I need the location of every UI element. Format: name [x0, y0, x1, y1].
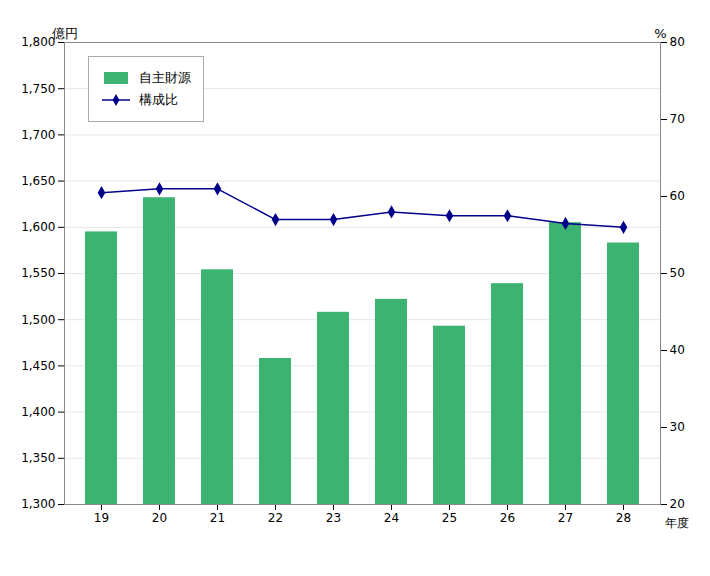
svg-text:1,800: 1,800 — [21, 35, 55, 49]
svg-text:70: 70 — [670, 112, 685, 126]
svg-text:30: 30 — [670, 420, 685, 434]
svg-text:80: 80 — [670, 35, 685, 49]
svg-text:1,750: 1,750 — [21, 82, 55, 96]
svg-text:1,450: 1,450 — [21, 359, 55, 373]
svg-text:40: 40 — [670, 343, 685, 357]
svg-text:28: 28 — [616, 511, 631, 525]
svg-text:1,550: 1,550 — [21, 266, 55, 280]
svg-text:1,650: 1,650 — [21, 174, 55, 188]
svg-text:27: 27 — [558, 511, 573, 525]
svg-text:24: 24 — [384, 511, 399, 525]
svg-text:20: 20 — [670, 497, 685, 511]
svg-text:億円: 億円 — [52, 26, 78, 41]
svg-text:1,400: 1,400 — [21, 405, 55, 419]
svg-text:%: % — [654, 26, 666, 41]
svg-text:1,300: 1,300 — [21, 497, 55, 511]
svg-text:1,600: 1,600 — [21, 220, 55, 234]
svg-text:1,500: 1,500 — [21, 313, 55, 327]
svg-text:60: 60 — [670, 189, 685, 203]
svg-text:20: 20 — [152, 511, 167, 525]
svg-text:25: 25 — [442, 511, 457, 525]
svg-text:1,350: 1,350 — [21, 451, 55, 465]
svg-text:19: 19 — [94, 511, 109, 525]
html-text:構成比: 構成比 — [138, 91, 178, 107]
svg-text:1,700: 1,700 — [21, 128, 55, 142]
svg-text:26: 26 — [500, 511, 515, 525]
html-text:自主財源: 自主財源 — [138, 69, 191, 85]
svg-text:年度: 年度 — [665, 516, 689, 530]
svg-text:50: 50 — [670, 266, 685, 280]
svg-text:23: 23 — [326, 511, 341, 525]
svg-text:22: 22 — [268, 511, 283, 525]
svg-text:21: 21 — [210, 511, 225, 525]
